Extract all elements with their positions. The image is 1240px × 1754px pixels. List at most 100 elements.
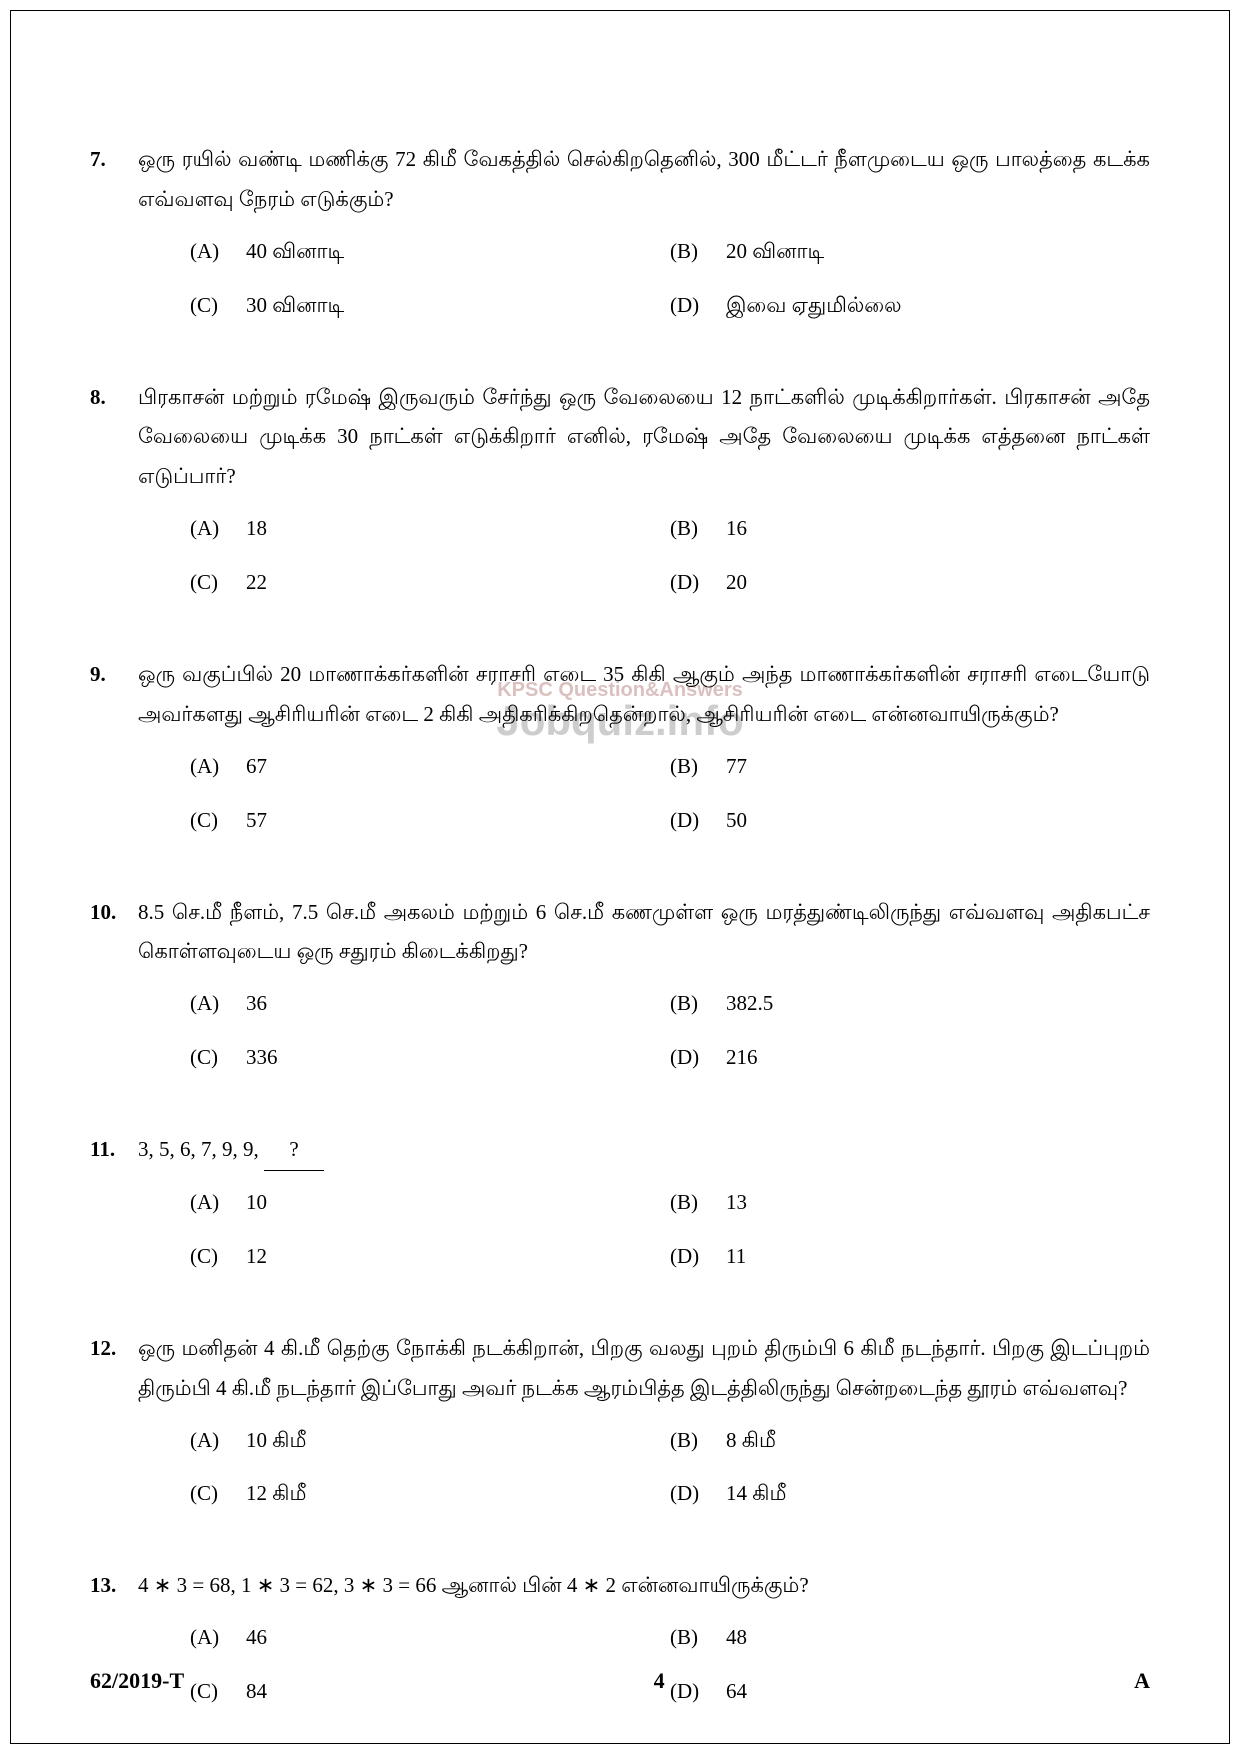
- option-label: (A): [190, 1421, 246, 1461]
- option-text: 36: [246, 984, 670, 1024]
- question-12: 12. ஒரு மனிதன் 4 கி.மீ தெற்கு நோக்கி நடக…: [90, 1329, 1150, 1529]
- option-text: 77: [726, 747, 1150, 787]
- question-13: 13. 4 ∗ 3 = 68, 1 ∗ 3 = 62, 3 ∗ 3 = 66 ஆ…: [90, 1566, 1150, 1726]
- option-label: (D): [670, 563, 726, 603]
- option-c: (C)12: [190, 1237, 670, 1277]
- option-label: (A): [190, 1618, 246, 1658]
- option-text: 16: [726, 509, 1150, 549]
- option-text: 50: [726, 801, 1150, 841]
- options-group: (A)10 (B)13 (C)12 (D)11: [190, 1183, 1150, 1277]
- option-b: (B)8 கிமீ: [670, 1421, 1150, 1461]
- option-b: (B)77: [670, 747, 1150, 787]
- option-label: (C): [190, 1474, 246, 1514]
- option-text: 46: [246, 1618, 670, 1658]
- option-label: (A): [190, 984, 246, 1024]
- question-7: 7. ஒரு ரயில் வண்டி மணிக்கு 72 கிமீ வேகத்…: [90, 140, 1150, 340]
- option-row: (A)46 (B)48: [190, 1618, 1150, 1658]
- option-row: (A)67 (B)77: [190, 747, 1150, 787]
- option-a: (A)46: [190, 1618, 670, 1658]
- question-text: 8.5 செ.மீ நீளம், 7.5 செ.மீ அகலம் மற்றும்…: [138, 893, 1150, 973]
- option-label: (B): [670, 509, 726, 549]
- option-text: 22: [246, 563, 670, 603]
- option-label: (D): [670, 1237, 726, 1277]
- option-c: (C)12 கிமீ: [190, 1474, 670, 1514]
- option-a: (A)67: [190, 747, 670, 787]
- question-body: ஒரு வகுப்பில் 20 மாணாக்கர்களின் சராசரி எ…: [138, 655, 1150, 855]
- option-text: 14 கிமீ: [726, 1474, 1150, 1514]
- option-label: (D): [670, 1474, 726, 1514]
- question-11: 11. 3, 5, 6, 7, 9, 9, ? (A)10 (B)13 (C)1…: [90, 1130, 1150, 1291]
- option-text: 48: [726, 1618, 1150, 1658]
- option-label: (C): [190, 1237, 246, 1277]
- option-text: இவை ஏதுமில்லை: [726, 286, 1150, 326]
- option-text: 20 வினாடி: [726, 232, 1150, 272]
- question-number: 12.: [90, 1329, 138, 1529]
- option-row: (C)84 (D)64: [190, 1672, 1150, 1712]
- option-label: (C): [190, 563, 246, 603]
- option-label: (B): [670, 232, 726, 272]
- question-10: 10. 8.5 செ.மீ நீளம், 7.5 செ.மீ அகலம் மற்…: [90, 893, 1150, 1093]
- option-label: (D): [670, 801, 726, 841]
- question-number: 11.: [90, 1130, 138, 1291]
- option-text: 336: [246, 1038, 670, 1078]
- option-label: (C): [190, 1038, 246, 1078]
- question-text: ஒரு மனிதன் 4 கி.மீ தெற்கு நோக்கி நடக்கிற…: [138, 1329, 1150, 1409]
- options-group: (A)67 (B)77 (C)57 (D)50: [190, 747, 1150, 841]
- option-label: (B): [670, 747, 726, 787]
- question-body: ஒரு மனிதன் 4 கி.மீ தெற்கு நோக்கி நடக்கிற…: [138, 1329, 1150, 1529]
- option-a: (A)10 கிமீ: [190, 1421, 670, 1461]
- option-row: (A)10 (B)13: [190, 1183, 1150, 1223]
- option-text: 67: [246, 747, 670, 787]
- option-row: (A)36 (B)382.5: [190, 984, 1150, 1024]
- option-row: (A)10 கிமீ (B)8 கிமீ: [190, 1421, 1150, 1461]
- option-text: 12 கிமீ: [246, 1474, 670, 1514]
- option-d: (D)இவை ஏதுமில்லை: [670, 286, 1150, 326]
- option-label: (D): [670, 1038, 726, 1078]
- option-text: 84: [246, 1672, 670, 1712]
- option-c: (C)84: [190, 1672, 670, 1712]
- question-number: 13.: [90, 1566, 138, 1726]
- option-a: (A)10: [190, 1183, 670, 1223]
- option-row: (C)57 (D)50: [190, 801, 1150, 841]
- option-text: 30 வினாடி: [246, 286, 670, 326]
- option-d: (D)50: [670, 801, 1150, 841]
- question-body: பிரகாசன் மற்றும் ரமேஷ் இருவரும் சேர்ந்து…: [138, 378, 1150, 617]
- option-label: (A): [190, 1183, 246, 1223]
- option-text: 8 கிமீ: [726, 1421, 1150, 1461]
- question-number: 7.: [90, 140, 138, 340]
- option-label: (B): [670, 1618, 726, 1658]
- option-a: (A)40 வினாடி: [190, 232, 670, 272]
- options-group: (A)36 (B)382.5 (C)336 (D)216: [190, 984, 1150, 1078]
- options-group: (A)10 கிமீ (B)8 கிமீ (C)12 கிமீ (D)14 கி…: [190, 1421, 1150, 1515]
- question-number: 8.: [90, 378, 138, 617]
- question-text: ஒரு ரயில் வண்டி மணிக்கு 72 கிமீ வேகத்தில…: [138, 140, 1150, 220]
- option-row: (C)12 கிமீ (D)14 கிமீ: [190, 1474, 1150, 1514]
- option-b: (B)16: [670, 509, 1150, 549]
- option-text: 10 கிமீ: [246, 1421, 670, 1461]
- blank-underline: ?: [264, 1130, 324, 1171]
- questions-container: 7. ஒரு ரயில் வண்டி மணிக்கு 72 கிமீ வேகத்…: [90, 140, 1150, 1726]
- option-b: (B)20 வினாடி: [670, 232, 1150, 272]
- option-b: (B)382.5: [670, 984, 1150, 1024]
- question-8: 8. பிரகாசன் மற்றும் ரமேஷ் இருவரும் சேர்ந…: [90, 378, 1150, 617]
- question-text: பிரகாசன் மற்றும் ரமேஷ் இருவரும் சேர்ந்து…: [138, 378, 1150, 498]
- question-9: 9. ஒரு வகுப்பில் 20 மாணாக்கர்களின் சராசர…: [90, 655, 1150, 855]
- question-text: 3, 5, 6, 7, 9, 9, ?: [138, 1130, 1150, 1171]
- option-row: (C)12 (D)11: [190, 1237, 1150, 1277]
- option-label: (C): [190, 286, 246, 326]
- option-text: 10: [246, 1183, 670, 1223]
- option-label: (C): [190, 801, 246, 841]
- option-text: 382.5: [726, 984, 1150, 1024]
- question-text: ஒரு வகுப்பில் 20 மாணாக்கர்களின் சராசரி எ…: [138, 655, 1150, 735]
- question-body: ஒரு ரயில் வண்டி மணிக்கு 72 கிமீ வேகத்தில…: [138, 140, 1150, 340]
- option-d: (D)216: [670, 1038, 1150, 1078]
- option-row: (C)22 (D)20: [190, 563, 1150, 603]
- option-c: (C)22: [190, 563, 670, 603]
- option-a: (A)36: [190, 984, 670, 1024]
- option-d: (D)14 கிமீ: [670, 1474, 1150, 1514]
- option-d: (D)20: [670, 563, 1150, 603]
- question-number: 9.: [90, 655, 138, 855]
- option-text: 216: [726, 1038, 1150, 1078]
- option-c: (C)336: [190, 1038, 670, 1078]
- option-row: (C)30 வினாடி (D)இவை ஏதுமில்லை: [190, 286, 1150, 326]
